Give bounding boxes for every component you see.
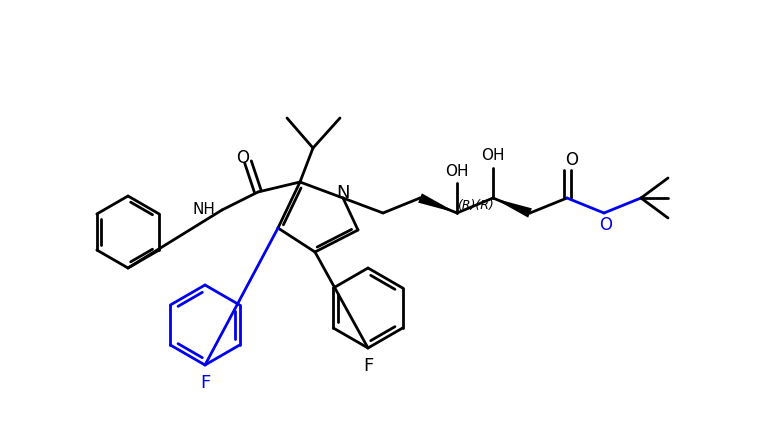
Polygon shape xyxy=(493,198,532,218)
Text: O: O xyxy=(565,151,578,169)
Text: NH: NH xyxy=(192,203,215,217)
Text: OH: OH xyxy=(482,149,505,163)
Text: F: F xyxy=(200,374,210,392)
Text: (R)(R): (R)(R) xyxy=(457,198,493,212)
Text: OH: OH xyxy=(445,163,468,178)
Text: F: F xyxy=(362,357,373,375)
Text: N: N xyxy=(336,184,349,202)
Polygon shape xyxy=(418,194,457,213)
Text: O: O xyxy=(237,149,250,167)
Text: O: O xyxy=(600,216,613,234)
